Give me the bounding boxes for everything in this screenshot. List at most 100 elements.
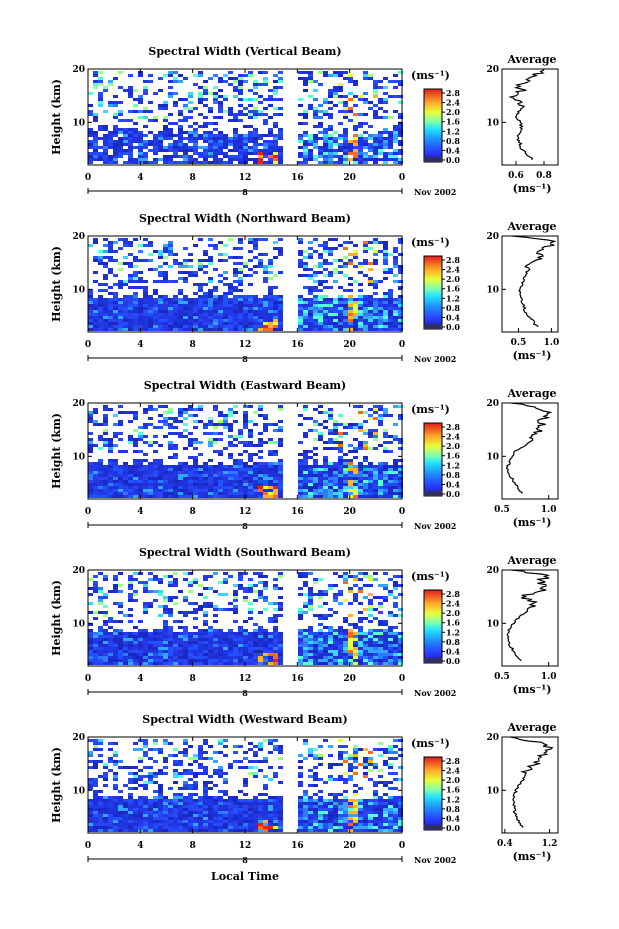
average-title: Average [506,721,556,734]
colorbar-unit-label: (ms⁻¹) [411,737,450,750]
x-tick-label: 8 [190,507,196,517]
colorbar [423,88,443,163]
avg-y-tick-label: 20 [486,232,499,242]
y-tick-label: 10 [72,285,85,295]
x-tick-label: 0 [85,173,91,183]
avg-x-tick-label: 1.0 [541,672,557,682]
colorbar-tick-label: 0.4 [446,145,460,155]
x-tick-label: 20 [343,340,356,350]
x-tick-label: 12 [239,507,252,517]
colorbar-tick-label: 0.4 [446,312,460,322]
panel-5: Spectral Width (Westward Beam) Height (km… [50,713,559,865]
x-tick-label: 20 [343,173,356,183]
colorbar-tick-label: 1.6 [446,451,460,461]
colorbar-unit-label: (ms⁻¹) [411,403,450,416]
colorbar-tick-label: 2.4 [446,98,460,108]
colorbar-tick-label: 0.8 [446,303,460,313]
average-title: Average [506,387,556,400]
colorbar-tick-label: 2.0 [446,274,460,284]
colorbar-tick-label: 2.8 [446,255,460,265]
panel-1: Spectral Width (Vertical Beam) Height (km… [50,45,559,197]
date-day-label: 8 [242,688,248,698]
avg-y-tick-label: 10 [486,619,499,629]
colorbar-under-swatch [424,658,442,663]
x-tick-label: 16 [291,340,304,350]
x-tick-label: 12 [239,340,252,350]
y-axis-label: Height (km) [50,246,63,322]
y-tick-label: 10 [72,118,85,128]
heatmap [88,739,403,832]
x-tick-label: 8 [190,674,196,684]
x-tick-label: 4 [137,507,143,517]
y-tick-label: 20 [72,65,85,75]
avg-x-tick-label: 0.5 [494,505,510,515]
colorbar-tick-label: 2.4 [446,432,460,442]
x-tick-label: 4 [137,841,143,851]
x-tick-label: 12 [239,173,252,183]
colorbar-tick-label: 0.4 [446,813,460,823]
x-tick-label: 20 [343,674,356,684]
colorbar-tick-label: 2.4 [446,599,460,609]
colorbar-tick-label: 2.0 [446,608,460,618]
colorbar-tick-label: 0.8 [446,470,460,480]
avg-y-tick-label: 20 [486,399,499,409]
colorbar-tick-label: 2.0 [446,441,460,451]
panel-title: Spectral Width (Vertical Beam) [148,45,341,58]
colorbar-tick-label: 2.8 [446,88,460,98]
colorbar-tick-label: 2.4 [446,265,460,275]
x-tick-label: 0 [85,674,91,684]
x-tick-label: 8 [190,173,196,183]
heatmap [88,71,403,164]
average-title: Average [506,220,556,233]
average-frame [501,736,559,834]
date-label: Nov 2002 [414,354,456,364]
avg-x-tick-label: 0.5 [494,672,510,682]
average-frame [501,68,559,166]
x-tick-label: 16 [291,507,304,517]
avg-x-tick-label: 1.2 [542,839,558,849]
y-axis-label: Height (km) [50,580,63,656]
x-tick-label: 0 [399,340,405,350]
x-tick-label: 16 [291,173,304,183]
y-tick-label: 10 [72,786,85,796]
colorbar [423,422,443,497]
colorbar-tick-label: 1.6 [446,785,460,795]
colorbar-tick-label: 0.0 [446,155,460,165]
x-tick-label: 12 [239,841,252,851]
heatmap [88,572,403,665]
avg-x-tick-label: 0.4 [497,839,513,849]
colorbar [423,756,443,831]
average-profile-line [511,235,557,328]
heatmap [88,405,403,498]
x-tick-label: 20 [343,507,356,517]
average-x-label: (ms⁻¹) [513,349,552,362]
x-tick-label: 16 [291,674,304,684]
colorbar-tick-label: 2.8 [446,756,460,766]
date-day-label: 8 [242,855,248,865]
x-tick-label: 4 [137,674,143,684]
avg-y-tick-label: 20 [486,566,499,576]
colorbar-unit-label: (ms⁻¹) [411,69,450,82]
colorbar-tick-label: 1.2 [446,293,460,303]
colorbar-tick-label: 0.8 [446,804,460,814]
colorbar-tick-label: 0.8 [446,637,460,647]
y-tick-label: 10 [72,619,85,629]
panel-3: Spectral Width (Eastward Beam) Height (km… [50,379,559,531]
y-tick-label: 20 [72,733,85,743]
colorbar-tick-label: 1.2 [446,627,460,637]
average-title: Average [506,53,556,66]
colorbar-tick-label: 1.6 [446,284,460,294]
heatmap [88,238,403,331]
date-day-label: 8 [242,354,248,364]
avg-y-tick-label: 20 [486,65,499,75]
colorbar-tick-label: 1.2 [446,460,460,470]
panel-4: Spectral Width (Southward Beam) Height (k… [50,546,559,698]
y-tick-label: 20 [72,399,85,409]
colorbar-tick-label: 2.4 [446,766,460,776]
colorbar-tick-label: 1.2 [446,126,460,136]
avg-x-tick-label: 1.0 [541,505,557,515]
colorbar-tick-label: 1.6 [446,117,460,127]
y-tick-label: 20 [72,566,85,576]
colorbar-tick-label: 0.4 [446,479,460,489]
